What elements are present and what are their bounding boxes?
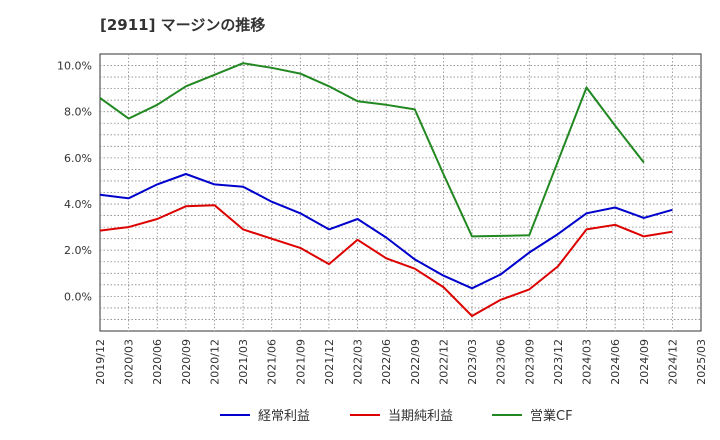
x-tick-label: 2020/12 (208, 339, 221, 385)
x-tick-label: 2020/09 (180, 339, 193, 385)
x-tick-label: 2022/09 (409, 339, 422, 385)
x-tick-label: 2024/09 (638, 339, 651, 385)
x-tick-label: 2021/12 (323, 339, 336, 385)
x-tick-label: 2020/06 (151, 339, 164, 385)
legend-label-3: 営業CF (530, 408, 573, 424)
x-tick-label: 2020/03 (123, 339, 136, 385)
legend: 経常利益 当期純利益 営業CF (220, 408, 573, 424)
legend-label-1: 経常利益 (258, 409, 310, 424)
x-tick-label: 2021/09 (294, 339, 307, 385)
x-tick-label: 2024/12 (666, 339, 679, 385)
y-tick-label: 4.0% (64, 198, 92, 211)
series-line-3 (99, 62, 645, 238)
x-tick-label: 2023/12 (552, 339, 565, 385)
x-tick-label: 2023/09 (523, 339, 536, 385)
plot-area (99, 53, 702, 332)
series-line-1 (99, 173, 673, 290)
x-tick-label: 2024/06 (609, 339, 622, 385)
series-line-2 (99, 204, 673, 317)
x-axis-ticks: 2019/12 2020/03 2020/06 2020/09 2020/12 2021/… (94, 339, 708, 385)
x-tick-label: 2021/06 (266, 339, 279, 385)
x-tick-label: 2023/06 (495, 339, 508, 385)
y-tick-label: 0.0% (64, 290, 92, 303)
legend-label-2: 当期純利益 (388, 409, 453, 424)
grid-lines (100, 54, 701, 331)
y-tick-label: 10.0% (57, 60, 92, 73)
x-tick-label: 2024/03 (581, 339, 594, 385)
x-tick-label: 2022/03 (352, 339, 365, 385)
chart-title: [2911] マージンの推移 (100, 16, 265, 34)
x-tick-label: 2021/03 (237, 339, 250, 385)
x-tick-label: 2019/12 (94, 339, 107, 385)
x-tick-label: 2022/06 (380, 339, 393, 385)
y-axis-ticks: 0.0% 2.0% 4.0% 6.0% 8.0% 10.0% (57, 60, 92, 304)
x-tick-label: 2022/12 (437, 339, 450, 385)
y-tick-label: 8.0% (64, 106, 92, 119)
x-tick-label: 2025/03 (695, 339, 708, 385)
series-lines (99, 62, 673, 317)
x-tick-label: 2023/03 (466, 339, 479, 385)
y-tick-label: 6.0% (64, 152, 92, 165)
y-tick-label: 2.0% (64, 244, 92, 257)
